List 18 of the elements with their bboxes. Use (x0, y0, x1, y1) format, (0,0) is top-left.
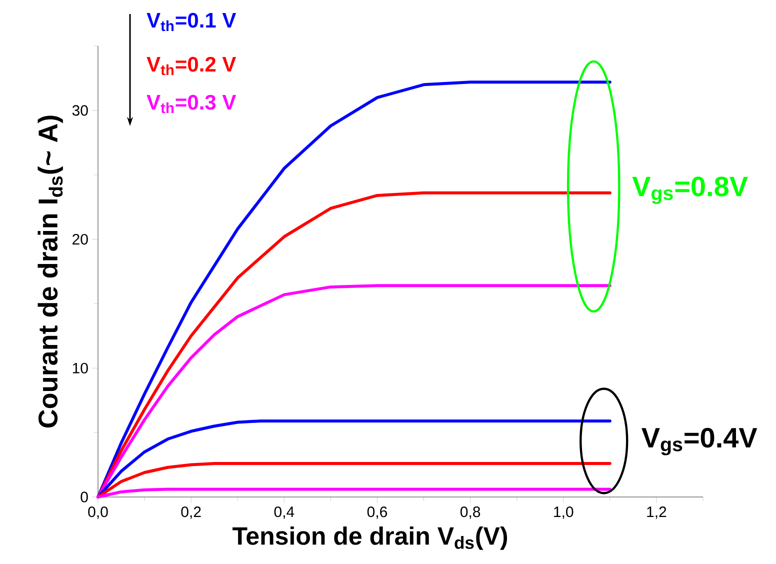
x-tick-label: 0,4 (274, 506, 294, 519)
y-tick-label: 20 (72, 234, 88, 245)
text: V$_{th}$=0.2 V (146, 56, 236, 76)
y-tick-label: 30 (72, 105, 88, 116)
x-tick-label: 0,0 (88, 506, 108, 519)
text: V$_{th}$=0.3 V (146, 94, 236, 114)
y-axis-title: Courant de drain I$_{ds}$(~ A) (38, 116, 63, 428)
annotation: V$_{gs}$=0.8V (632, 176, 748, 204)
x-tick-label: 0,2 (181, 506, 201, 519)
annotation: V$_{gs}$=0.4V (642, 428, 758, 456)
x-axis-title: Tension de drain V$_{ds}$(V) (232, 526, 508, 550)
text: V$_{th}$=0.1 V (146, 12, 236, 32)
y-tick-label: 0 (80, 492, 88, 502)
x-tick-label: 1,0 (554, 506, 574, 519)
y-tick-label: 10 (72, 362, 88, 374)
x-tick-label: 1,2 (647, 506, 666, 519)
x-tick-label: 0,8 (460, 506, 480, 519)
x-tick-label: 0,6 (367, 506, 388, 519)
